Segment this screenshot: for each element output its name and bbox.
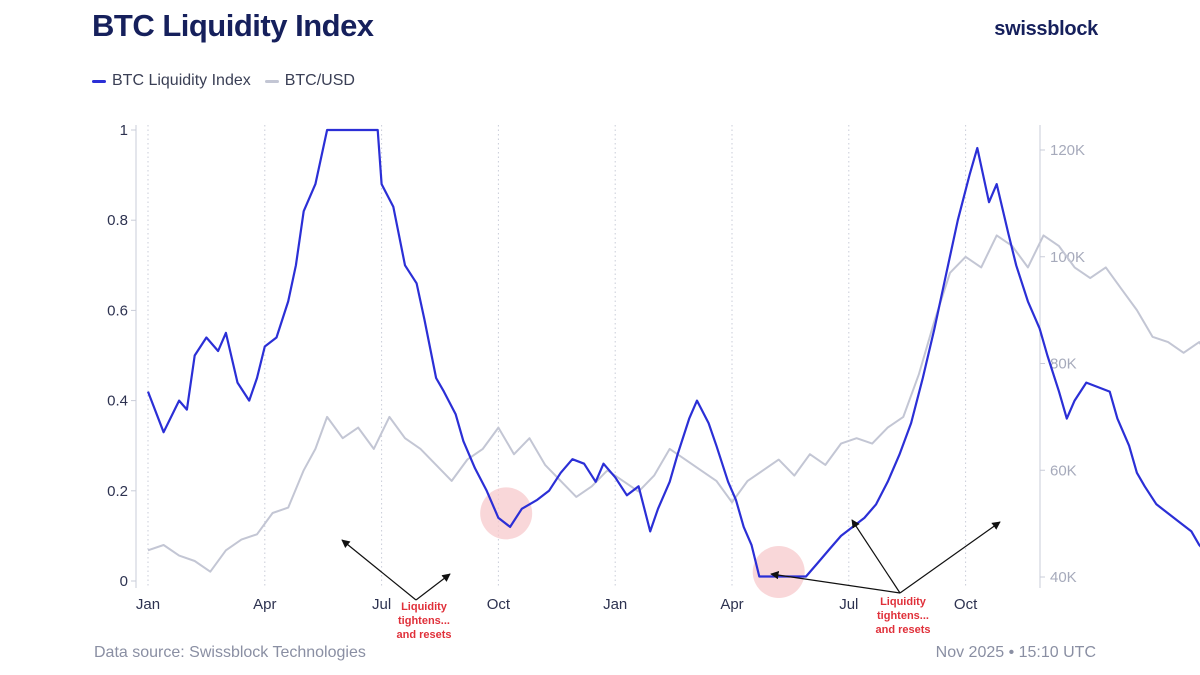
annotation-arrow <box>899 521 1001 594</box>
x-tick-label: Apr <box>253 596 276 613</box>
x-tick-label: Jul <box>372 596 391 613</box>
x-tick-label: Jan <box>603 596 627 613</box>
annotation-arrow <box>770 570 901 594</box>
chart-title: BTC Liquidity Index <box>92 8 374 43</box>
y-right-tick-label: 40K <box>1050 569 1077 586</box>
annotation-text: and resets <box>396 629 451 641</box>
y-left-tick-label: 0.6 <box>107 302 128 319</box>
y-left-tick-label: 0.8 <box>107 212 128 229</box>
y-right-tick-label: 60K <box>1050 462 1077 479</box>
y-left-tick-label: 0.2 <box>107 483 128 500</box>
highlight-circle <box>480 487 533 540</box>
timestamp: Nov 2025 • 15:10 UTC <box>935 644 1096 661</box>
annotation-arrow <box>851 519 901 594</box>
legend-swatch-btc <box>264 79 279 83</box>
legend-item-btc[interactable]: BTC/USD <box>264 72 355 90</box>
x-tick-label: Oct <box>487 596 511 613</box>
x-tick-label: Jul <box>839 596 858 613</box>
brand-logo: swissblock <box>994 18 1098 40</box>
data-source: Data source: Swissblock Technologies <box>94 644 366 661</box>
annotation-text: tightens... <box>398 615 450 627</box>
chart-series <box>146 128 1200 578</box>
annotation-text: Liquidity <box>401 601 448 613</box>
y-right-tick-label: 120K <box>1050 142 1085 159</box>
x-tick-label: Oct <box>954 596 978 613</box>
highlight-circle <box>752 545 805 598</box>
annotation-text: Liquidity <box>880 596 927 608</box>
annotation-arrow <box>415 573 451 601</box>
annotation-arrow <box>341 539 417 601</box>
legend-label-liquidity: BTC Liquidity Index <box>112 72 251 89</box>
legend-swatch-liquidity <box>92 79 106 83</box>
legend-label-btc: BTC/USD <box>284 72 355 89</box>
chart-axes: Jan Apr Jul Oct Jan Apr Jul Oct 0 0.2 0.4 0.6 0.8 1 40… <box>107 122 1085 613</box>
chart-grid <box>147 125 967 588</box>
y-right-tick-label: 80K <box>1050 356 1077 373</box>
y-left-tick-label: 0 <box>120 573 128 590</box>
annotation-text: and resets <box>875 624 930 636</box>
y-left-tick-label: 1 <box>120 122 128 139</box>
series-line-btc-usd <box>147 234 1200 573</box>
y-left-tick-label: 0.4 <box>107 393 128 410</box>
highlight-circles <box>480 487 805 598</box>
x-tick-label: Jan <box>136 596 160 613</box>
series-line-liquidity-index <box>146 128 1200 578</box>
x-tick-label: Apr <box>720 596 743 613</box>
legend-item-liquidity[interactable]: BTC Liquidity Index <box>92 72 251 90</box>
chart-legend: BTC Liquidity Index BTC/USD <box>92 72 355 90</box>
annotation-text: tightens... <box>877 610 929 622</box>
chart-annotations: Liquidity tightens... and resets Liquidity t… <box>341 519 1001 641</box>
